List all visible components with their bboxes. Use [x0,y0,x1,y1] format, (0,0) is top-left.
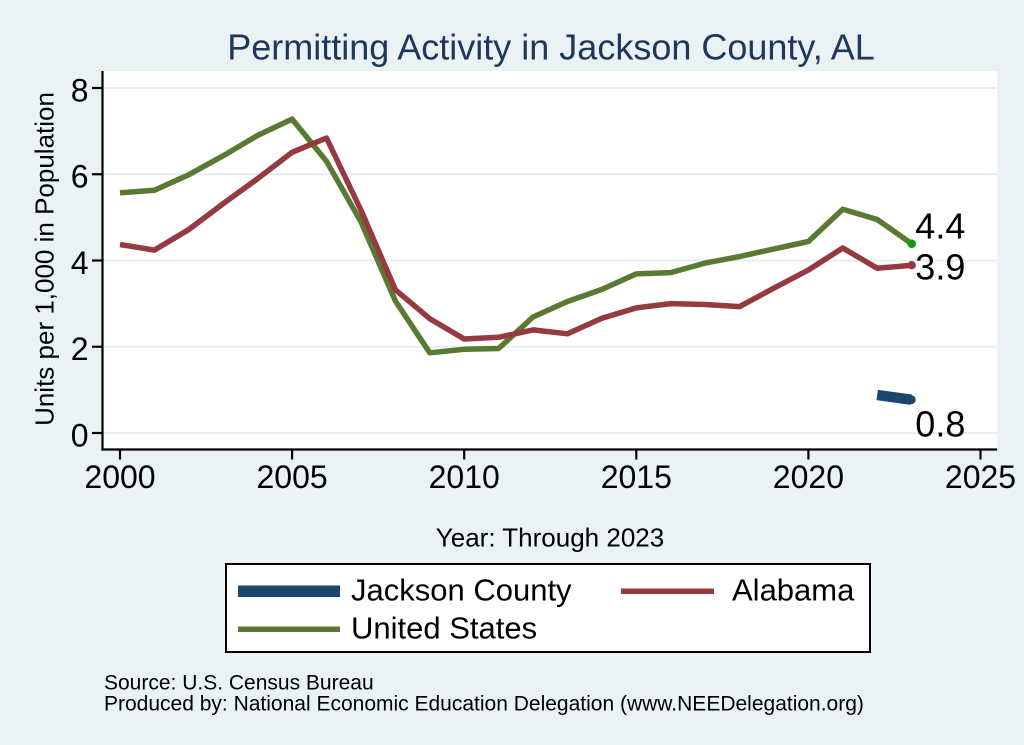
svg-text:2005: 2005 [257,459,328,495]
svg-text:4.4: 4.4 [915,205,965,246]
svg-text:6: 6 [71,159,89,195]
svg-text:United States: United States [351,611,537,646]
svg-text:Produced by: National Economic: Produced by: National Economic Education… [104,693,864,716]
svg-text:4: 4 [71,245,89,281]
svg-text:2015: 2015 [601,459,672,495]
svg-text:8: 8 [71,72,89,108]
svg-text:Source: U.S. Census Bureau: Source: U.S. Census Bureau [104,672,374,695]
svg-text:Alabama: Alabama [732,573,855,608]
svg-text:2: 2 [71,331,89,367]
svg-text:Year: Through 2023: Year: Through 2023 [436,523,664,553]
svg-text:2000: 2000 [84,459,155,495]
svg-text:3.9: 3.9 [915,246,965,287]
svg-text:2025: 2025 [945,459,1016,495]
svg-text:2020: 2020 [773,459,844,495]
svg-text:Permitting Activity in Jackson: Permitting Activity in Jackson County, A… [227,27,875,68]
svg-text:0.8: 0.8 [915,403,965,444]
svg-text:0: 0 [71,417,89,453]
svg-text:Jackson County: Jackson County [351,573,572,608]
svg-text:Units per 1,000 in Population: Units per 1,000 in Population [29,92,59,426]
svg-text:2010: 2010 [429,459,500,495]
